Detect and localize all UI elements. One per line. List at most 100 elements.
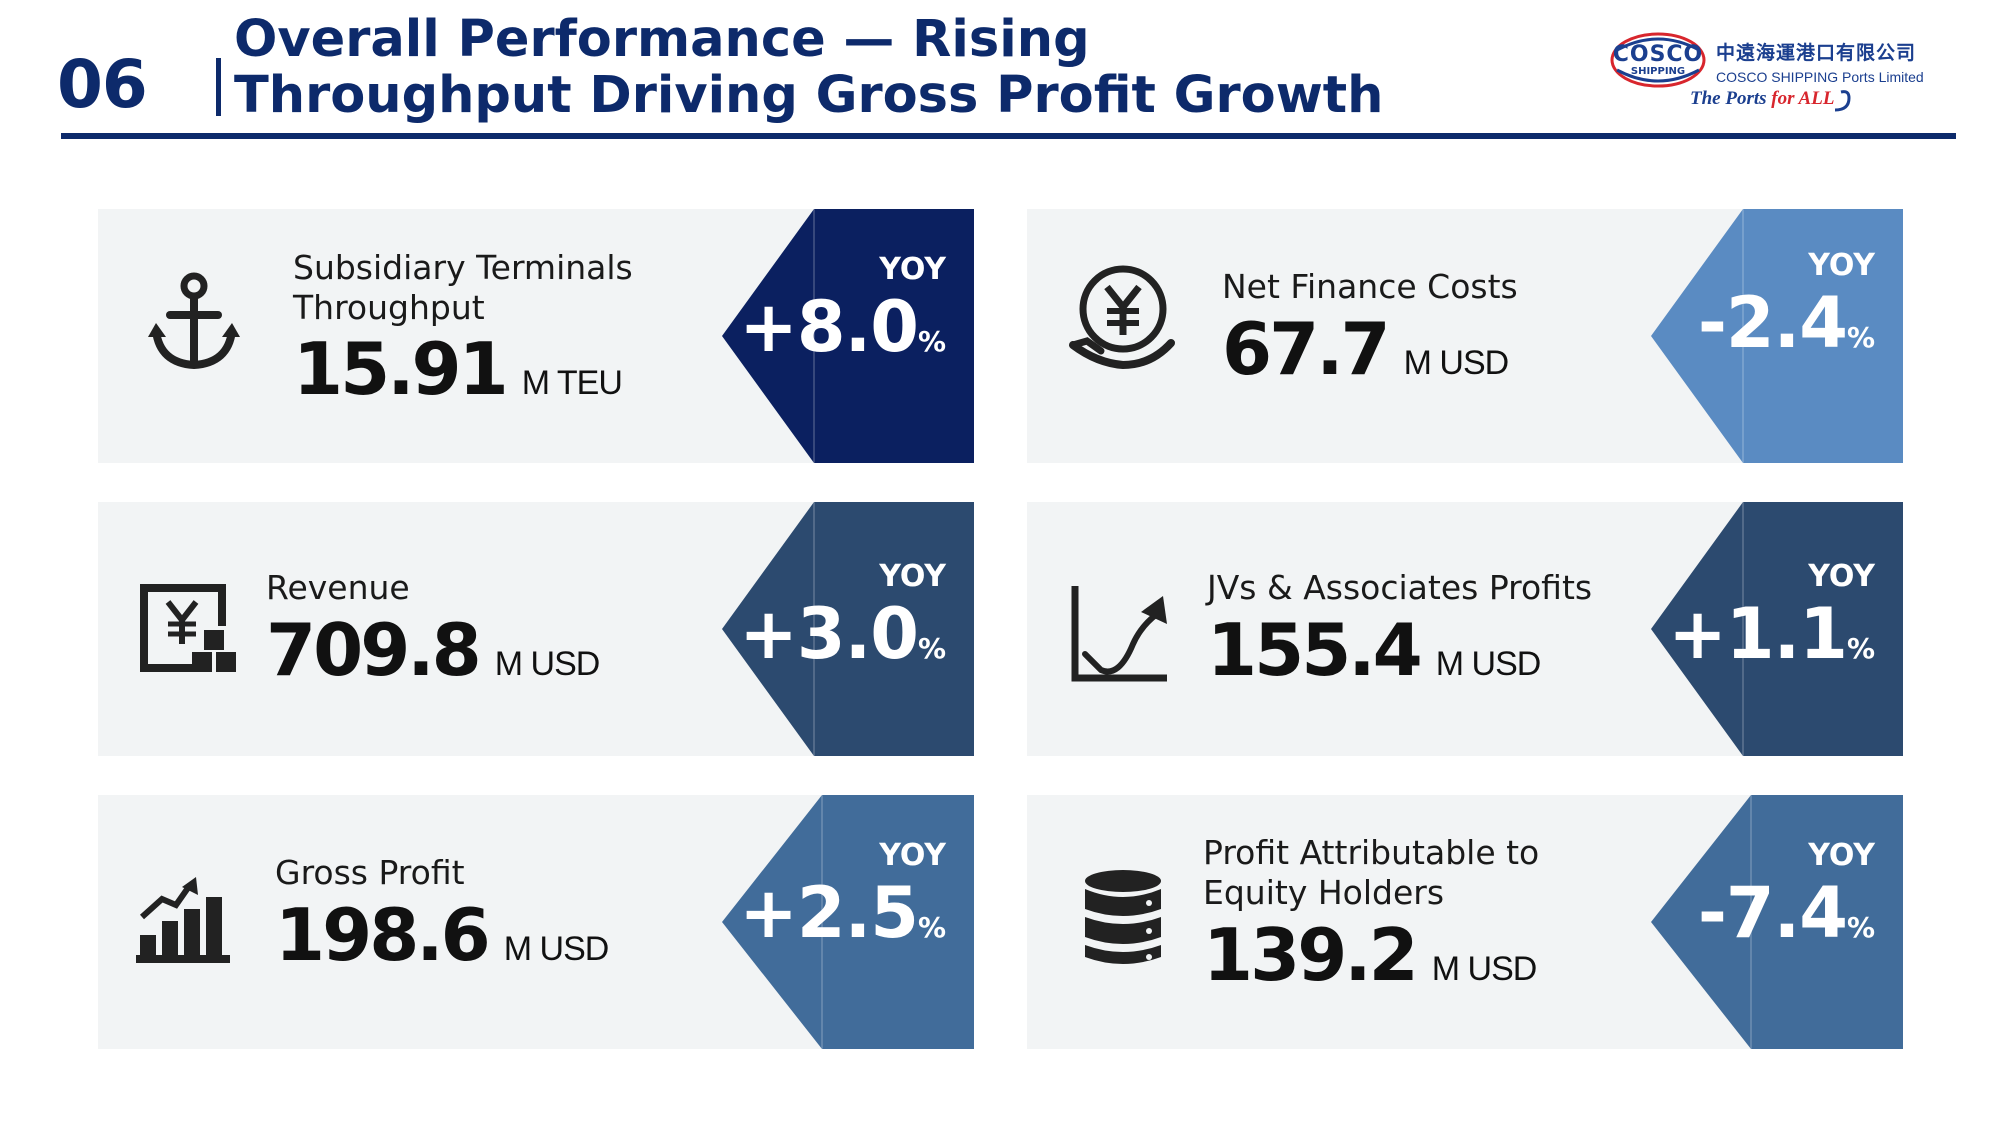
yoy-chevron [722,502,974,756]
yoy-number: +2.5 [739,872,919,954]
yoy-label: YOY [1808,559,1875,594]
card-label-line1: Gross Profit [275,853,465,892]
logo-name-en: COSCO SHIPPING Ports Limited [1716,69,1924,85]
yen-box-icon [140,584,236,672]
yoy-block: YOY -2.4% [1698,249,1875,378]
yoy-chevron-shape [722,502,974,756]
logo-name-cn: 中遠海運港口有限公司 [1716,42,1917,64]
card-label-line1: Subsidiary Terminals [293,248,633,287]
card-label: Net Finance Costs [1222,267,1518,307]
card-revenue: Revenue 709.8 M USD YOY +3.0% [98,502,974,756]
card-value-number: 67.7 [1222,307,1391,391]
card-label: JVs & Associates Profits [1207,568,1592,608]
card-value-number: 709.8 [266,608,482,692]
yoy-chevron [1651,209,1903,463]
card-value-unit: M USD [1435,645,1542,683]
card-net-finance-costs: Net Finance Costs 67.7 M USD YOY -2.4% [1027,209,1903,463]
yoy-chevron-shape [722,795,974,1049]
card-label: Profit Attributable to Equity Holders [1203,833,1539,913]
yoy-chevron [1651,795,1903,1049]
database-icon [1085,870,1161,964]
card-label-line2: Throughput [293,288,485,327]
card-value-unit: M USD [494,645,601,683]
yoy-label: YOY [879,252,946,287]
card-value: 198.6 M USD [275,893,610,977]
card-equity-holders-profit: Profit Attributable to Equity Holders 13… [1027,795,1903,1049]
yoy-chevron-shape [1651,795,1903,1049]
yoy-number: +8.0 [739,286,919,368]
card-label-line2: Equity Holders [1203,873,1445,912]
card-label-line1: JVs & Associates Profits [1207,568,1593,607]
yoy-block: YOY +2.5% [739,839,946,968]
cosco-logo-icon: COSCO SHIPPING [1610,32,1851,112]
yoy-value: +3.0% [739,594,946,689]
card-label: Subsidiary Terminals Throughput [293,248,633,328]
yoy-block: YOY +3.0% [739,560,946,689]
yoy-value: -2.4% [1698,283,1875,378]
card-value-number: 155.4 [1207,608,1423,692]
yoy-value: +2.5% [739,873,946,968]
card-jv-profits: JVs & Associates Profits 155.4 M USD YOY … [1027,502,1903,756]
slide-title: Overall Performance — Rising Throughput … [234,12,1414,124]
yoy-value: -7.4% [1698,873,1875,968]
yoy-block: YOY -7.4% [1698,839,1875,968]
yoy-label: YOY [1808,248,1875,283]
anchor-icon [148,272,240,370]
card-value-unit: M TEU [521,364,623,402]
card-value: 67.7 M USD [1222,307,1510,391]
yoy-chevron [1651,502,1903,756]
logo-mark-sub: SHIPPING [1631,66,1685,77]
yoy-percent: % [1846,911,1875,944]
logo-slogan-suffix: for ALL [1771,88,1835,109]
yoy-block: YOY +1.1% [1668,560,1875,689]
yoy-number: +1.1 [1668,593,1848,675]
yoy-percent: % [1846,321,1875,354]
card-value-unit: M USD [1403,344,1510,382]
growth-chart-icon [1071,586,1167,682]
card-value: 15.91 M TEU [293,327,623,411]
logo-slogan: The Ports for ALL [1690,88,1834,110]
card-value-number: 15.91 [293,327,509,411]
card-label-line1: Revenue [266,568,410,607]
yoy-percent: % [1846,632,1875,665]
yoy-chevron-shape [1651,209,1903,463]
logo-mark-text: COSCO [1613,42,1704,67]
card-value-number: 198.6 [275,893,491,977]
title-divider [216,58,221,116]
card-label-line1: Profit Attributable to [1203,833,1540,872]
card-value-number: 139.2 [1203,913,1419,997]
yoy-label: YOY [879,838,946,873]
header-rule [61,133,1956,139]
slide-number: 06 [57,46,148,123]
yoy-chevron-shape [1651,502,1903,756]
yoy-chevron [722,795,974,1049]
yoy-value: +8.0% [739,287,946,382]
card-value-unit: M USD [1431,950,1538,988]
yoy-block: YOY +8.0% [739,253,946,382]
logo-text: 中遠海運港口有限公司 COSCO SHIPPING Ports Limited [1716,38,1924,85]
bar-chart-icon [136,877,230,963]
logo-slogan-prefix: The Ports [1690,88,1772,109]
yoy-label: YOY [1808,838,1875,873]
card-value: 139.2 M USD [1203,913,1538,997]
yoy-number: +3.0 [739,593,919,675]
card-value-unit: M USD [503,930,610,968]
card-gross-profit: Gross Profit 198.6 M USD YOY +2.5% [98,795,974,1049]
yoy-percent: % [917,911,946,944]
yen-hand-icon [1069,265,1175,370]
yoy-label: YOY [879,559,946,594]
card-throughput: Subsidiary Terminals Throughput 15.91 M T… [98,209,974,463]
card-label-line1: Net Finance Costs [1222,267,1518,306]
card-value: 155.4 M USD [1207,608,1542,692]
yoy-number: -7.4 [1697,872,1848,954]
yoy-percent: % [917,325,946,358]
slide-title-line1: Overall Performance — Rising [234,10,1090,69]
yoy-value: +1.1% [1668,594,1875,689]
yoy-percent: % [917,632,946,665]
card-value: 709.8 M USD [266,608,601,692]
slide-title-line2: Throughput Driving Gross Profit Growth [234,66,1384,125]
yoy-number: -2.4 [1697,282,1848,364]
yoy-chevron-shape [722,209,974,463]
card-label: Revenue [266,568,410,608]
yoy-chevron [722,209,974,463]
